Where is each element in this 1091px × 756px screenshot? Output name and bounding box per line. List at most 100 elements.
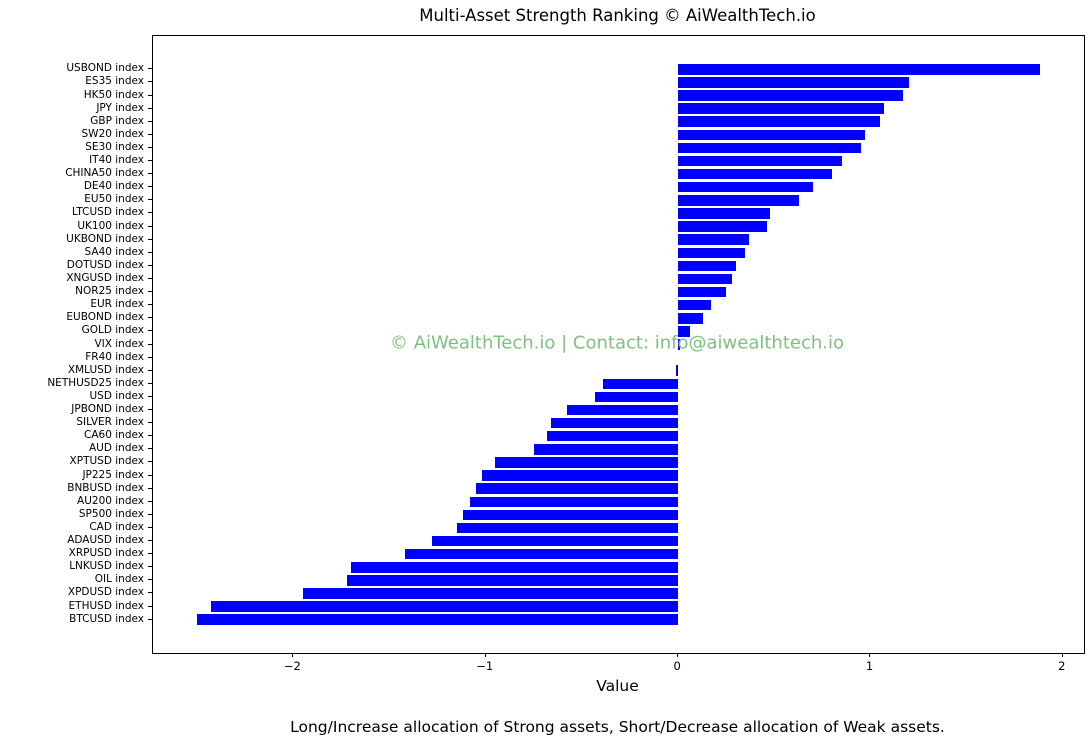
y-tick-label: BTCUSD index: [69, 612, 144, 625]
y-tick-mark: [148, 107, 152, 109]
x-tick-label: 2: [1058, 659, 1066, 673]
bar-xrpusd-index: [404, 548, 679, 560]
y-tick-label: UK100 index: [77, 219, 144, 232]
x-tick-mark: [677, 653, 679, 657]
y-tick-label: SW20 index: [81, 127, 144, 140]
y-tick-label: DOTUSD index: [66, 258, 144, 271]
y-tick-label: IT40 index: [89, 154, 144, 167]
y-tick-mark: [148, 395, 152, 397]
y-tick-mark: [148, 133, 152, 135]
watermark: © AiWealthTech.io | Contact: info@aiweal…: [390, 332, 844, 354]
bar-jpbond-index: [566, 404, 679, 416]
y-tick-label: ADAUSD index: [67, 534, 144, 547]
bar-bnbusd-index: [476, 483, 679, 494]
bar-de40-index: [678, 181, 813, 193]
bar-eubond-index: [678, 313, 704, 324]
x-tick-mark: [1061, 653, 1063, 657]
y-tick-label: LTCUSD index: [71, 206, 144, 219]
bar-silver-index: [551, 417, 679, 429]
y-tick-mark: [148, 553, 152, 555]
bar-nor25-index: [678, 286, 727, 298]
bar-oil-index: [347, 575, 679, 586]
x-tick-label: 1: [865, 659, 874, 673]
y-tick-label: DE40 index: [83, 180, 144, 193]
y-tick-mark: [148, 94, 152, 96]
y-tick-label: XRPUSD index: [68, 547, 144, 560]
y-tick-label: ETHUSD index: [68, 599, 144, 612]
bar-se30-index: [678, 142, 861, 154]
y-tick-label: EUR index: [90, 298, 144, 311]
y-tick-mark: [148, 369, 152, 371]
y-tick-label: SP500 index: [78, 507, 144, 520]
x-axis-label: Value: [596, 677, 639, 695]
y-tick-label: SILVER index: [76, 416, 144, 429]
y-tick-label: AU200 index: [77, 494, 144, 507]
y-tick-mark: [148, 487, 152, 489]
y-tick-mark: [148, 448, 152, 450]
chart-title: Multi-Asset Strength Ranking © AiWealthT…: [419, 6, 816, 25]
y-tick-label: BNBUSD index: [67, 481, 144, 494]
y-tick-label: XMLUSD index: [67, 363, 144, 376]
bar-vix-index: [678, 339, 681, 350]
x-tick-mark: [484, 653, 486, 657]
bar-xngusd-index: [678, 273, 732, 285]
bar-lnkusd-index: [351, 562, 679, 573]
bar-xpdusd-index: [303, 588, 679, 599]
y-tick-mark: [148, 81, 152, 83]
y-tick-label: EUBOND index: [66, 311, 144, 324]
y-tick-mark: [148, 146, 152, 148]
y-tick-label: VIX index: [94, 337, 144, 350]
x-tick-mark: [869, 653, 871, 657]
y-tick-label: NOR25 index: [75, 285, 144, 298]
y-tick-label: SE30 index: [85, 140, 144, 153]
y-tick-mark: [148, 264, 152, 266]
y-tick-label: CAD index: [89, 520, 144, 533]
y-tick-mark: [148, 173, 152, 175]
y-tick-label: GOLD index: [81, 324, 144, 337]
bar-xmlusd-index: [676, 365, 679, 376]
y-tick-label: JPY index: [96, 101, 144, 114]
y-tick-mark: [148, 120, 152, 122]
y-tick-mark: [148, 540, 152, 542]
y-tick-mark: [148, 277, 152, 279]
y-tick-mark: [148, 566, 152, 568]
y-tick-label: EU50 index: [84, 193, 144, 206]
y-tick-mark: [148, 435, 152, 437]
bar-usbond-index: [678, 64, 1040, 75]
bar-china50-index: [678, 168, 832, 180]
y-tick-label: OIL index: [94, 573, 144, 586]
y-tick-mark: [148, 199, 152, 201]
y-tick-mark: [148, 579, 152, 581]
y-tick-mark: [148, 356, 152, 358]
y-tick-mark: [148, 513, 152, 515]
plot-area: [152, 35, 1085, 654]
y-tick-mark: [148, 526, 152, 528]
y-tick-mark: [148, 238, 152, 240]
bar-au200-index: [470, 496, 679, 507]
y-tick-mark: [148, 212, 152, 214]
y-tick-mark: [148, 605, 152, 607]
bar-aud-index: [533, 444, 679, 455]
y-tick-label: CA60 index: [84, 429, 144, 442]
bar-hk50-index: [678, 90, 904, 101]
y-tick-mark: [148, 409, 152, 411]
footer-note: Long/Increase allocation of Strong asset…: [290, 718, 945, 736]
y-tick-mark: [148, 343, 152, 345]
y-tick-label: ES35 index: [85, 75, 144, 88]
y-tick-mark: [148, 618, 152, 620]
y-tick-mark: [148, 592, 152, 594]
bar-eur-index: [678, 299, 711, 311]
bar-jpy-index: [678, 103, 884, 114]
bar-ukbond-index: [678, 234, 750, 245]
y-tick-mark: [148, 330, 152, 332]
bar-cad-index: [456, 522, 679, 534]
bar-eu50-index: [678, 195, 800, 206]
y-tick-mark: [148, 422, 152, 424]
y-tick-label: JP225 index: [82, 468, 144, 481]
x-tick-label: 0: [673, 659, 681, 673]
bar-usd-index: [595, 391, 679, 403]
y-tick-mark: [148, 474, 152, 476]
y-tick-mark: [148, 160, 152, 162]
y-tick-mark: [148, 68, 152, 70]
y-tick-mark: [148, 186, 152, 188]
